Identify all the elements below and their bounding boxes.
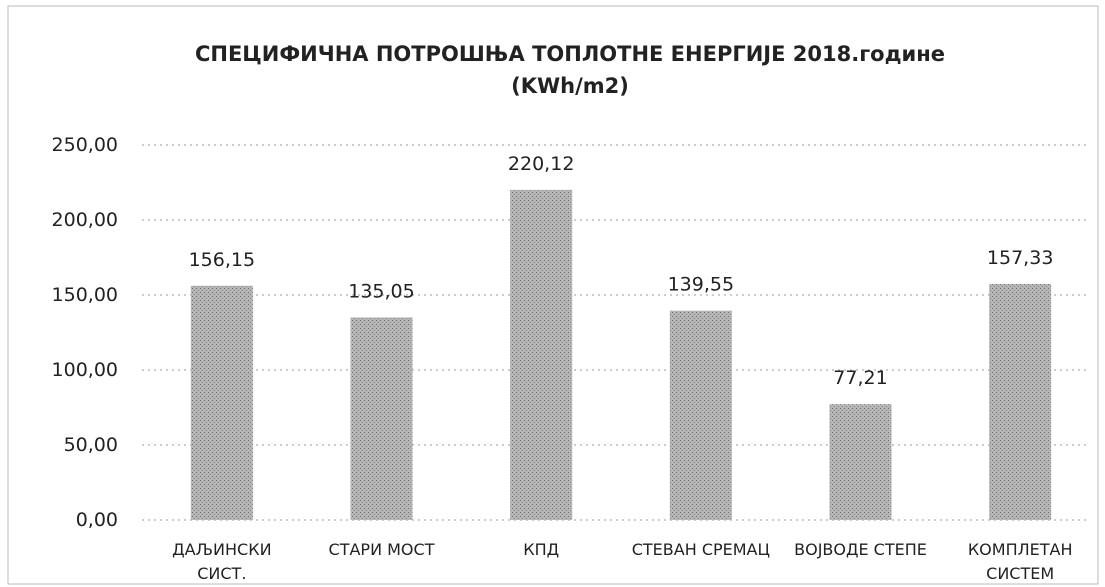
bar (829, 404, 892, 520)
chart-title: СПЕЦИФИЧНА ПОТРОШЊА ТОПЛОТНЕ ЕНЕРГИЈЕ 20… (195, 42, 945, 98)
x-tick-label: СТАРИ МОСТ (329, 540, 435, 559)
bar (669, 310, 732, 520)
value-label: 157,33 (987, 247, 1053, 269)
value-label: 77,21 (833, 367, 887, 389)
y-tick-label: 50,00 (64, 434, 118, 456)
y-tick-label: 0,00 (76, 509, 118, 531)
x-tick-label: КОМПЛЕТАН СИСТЕМ (968, 540, 1073, 583)
value-label: 135,05 (348, 280, 414, 302)
value-label: 156,15 (189, 248, 255, 270)
x-tick-label: СТЕВАН СРЕМАЦ (632, 540, 770, 559)
x-tick-label: КПД (523, 540, 559, 559)
chart-border (7, 5, 1099, 585)
bar (350, 317, 413, 520)
y-tick-label: 250,00 (52, 134, 118, 156)
x-tick-label: ДАЉИНСКИ СИСТ. (172, 540, 271, 583)
bar (510, 189, 573, 520)
bar (989, 284, 1052, 520)
y-tick-label: 150,00 (52, 284, 118, 306)
x-tick-label: ВОЈВОДЕ СТЕПЕ (794, 540, 927, 559)
value-label: 139,55 (668, 273, 734, 295)
y-tick-label: 200,00 (52, 209, 118, 231)
y-tick-label: 100,00 (52, 359, 118, 381)
bar (190, 285, 253, 520)
value-label: 220,12 (508, 152, 574, 174)
